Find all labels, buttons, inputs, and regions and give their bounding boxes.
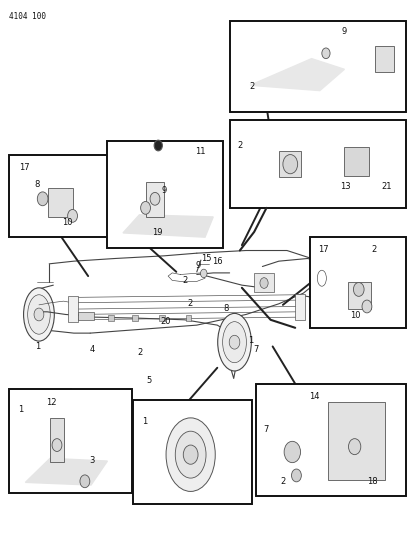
Ellipse shape [317,270,326,286]
Text: 2: 2 [370,245,375,254]
Bar [159,315,164,321]
Circle shape [353,282,363,296]
Text: 8: 8 [223,304,228,313]
Bar [78,312,94,320]
Bar [133,400,252,504]
Text: 15: 15 [200,254,211,263]
Text: 9: 9 [341,27,346,36]
Text: 3: 3 [89,456,94,465]
Circle shape [282,155,297,174]
Ellipse shape [222,322,246,362]
Text: 19: 19 [151,228,162,237]
Ellipse shape [217,313,251,371]
Text: 12: 12 [46,398,56,407]
Circle shape [140,201,150,214]
Text: 2: 2 [236,141,242,150]
Text: 9: 9 [162,185,167,195]
Text: 1: 1 [35,342,40,351]
Circle shape [283,441,300,463]
Circle shape [348,439,360,455]
Text: 7: 7 [263,425,268,434]
Bar [108,315,113,321]
Circle shape [291,469,301,482]
Text: 5: 5 [146,376,152,385]
Text: 2: 2 [249,82,254,91]
Bar [67,296,78,322]
Circle shape [200,269,207,278]
Bar [145,182,164,217]
Polygon shape [249,59,344,91]
Text: 2: 2 [280,477,285,486]
Circle shape [229,335,239,349]
Circle shape [150,192,160,205]
Ellipse shape [175,431,206,478]
Bar [327,402,384,480]
Ellipse shape [166,418,215,491]
Circle shape [37,192,48,206]
Bar [229,21,405,112]
Circle shape [183,445,198,464]
Text: 10: 10 [62,217,73,227]
Text: 2: 2 [137,348,142,357]
Text: 9: 9 [196,261,201,270]
Text: 21: 21 [380,182,391,191]
Ellipse shape [28,295,50,334]
Circle shape [321,48,329,59]
Circle shape [259,278,267,288]
Text: 10: 10 [350,311,360,320]
Bar [9,389,132,493]
Bar [256,384,405,496]
Bar [374,46,393,72]
Ellipse shape [24,288,54,341]
Text: 4104 100: 4104 100 [9,12,46,21]
Text: 2: 2 [187,299,193,308]
Bar [50,418,64,462]
Text: 7: 7 [253,345,258,354]
Bar [132,315,138,321]
Bar [348,282,370,309]
Bar [229,120,405,208]
Text: 17: 17 [19,163,30,172]
Bar [9,155,111,237]
Text: 13: 13 [339,182,350,191]
Text: 8: 8 [34,180,40,189]
Circle shape [52,439,62,451]
Text: 1: 1 [247,336,253,345]
Polygon shape [123,215,213,237]
Bar [254,273,273,292]
Bar [344,147,368,176]
Circle shape [34,308,44,321]
Bar [185,315,191,321]
Bar [294,294,305,320]
Text: 4: 4 [89,345,94,354]
Text: 20: 20 [160,317,170,326]
Bar [48,188,72,217]
Text: 11: 11 [194,147,205,156]
Bar [278,151,301,177]
Text: 1: 1 [18,405,23,414]
Circle shape [67,209,77,222]
Circle shape [80,475,90,488]
Circle shape [361,300,371,313]
Bar [309,237,405,328]
Text: 14: 14 [309,392,319,401]
Text: 2: 2 [182,276,187,285]
Circle shape [154,140,162,151]
Text: 18: 18 [366,477,377,486]
Polygon shape [25,458,107,485]
Text: 17: 17 [318,245,328,254]
Text: 16: 16 [212,257,222,266]
Text: 1: 1 [142,417,147,426]
Bar [106,141,223,248]
